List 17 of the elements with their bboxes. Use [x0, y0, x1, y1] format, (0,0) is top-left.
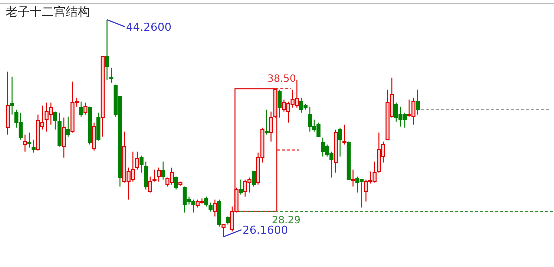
candlestick [398, 106, 403, 128]
candlestick [49, 102, 54, 126]
candlestick [44, 102, 49, 132]
annotation: 26.1600 [242, 224, 288, 237]
chart-title: 老子十二宫结构 [6, 5, 90, 19]
ref-line-label: 28.29 [272, 215, 301, 226]
candlestick [416, 89, 420, 116]
candlestick [23, 134, 28, 152]
candlestick [105, 20, 110, 80]
candlestick [321, 137, 326, 158]
ref-line-label: 38.50 [268, 74, 296, 86]
candlestick [226, 216, 230, 226]
candlestick [308, 106, 312, 132]
candlestick [351, 169, 356, 188]
candlestick [6, 71, 10, 136]
candlestick [62, 117, 66, 158]
annotation: 44.2600 [126, 21, 172, 34]
